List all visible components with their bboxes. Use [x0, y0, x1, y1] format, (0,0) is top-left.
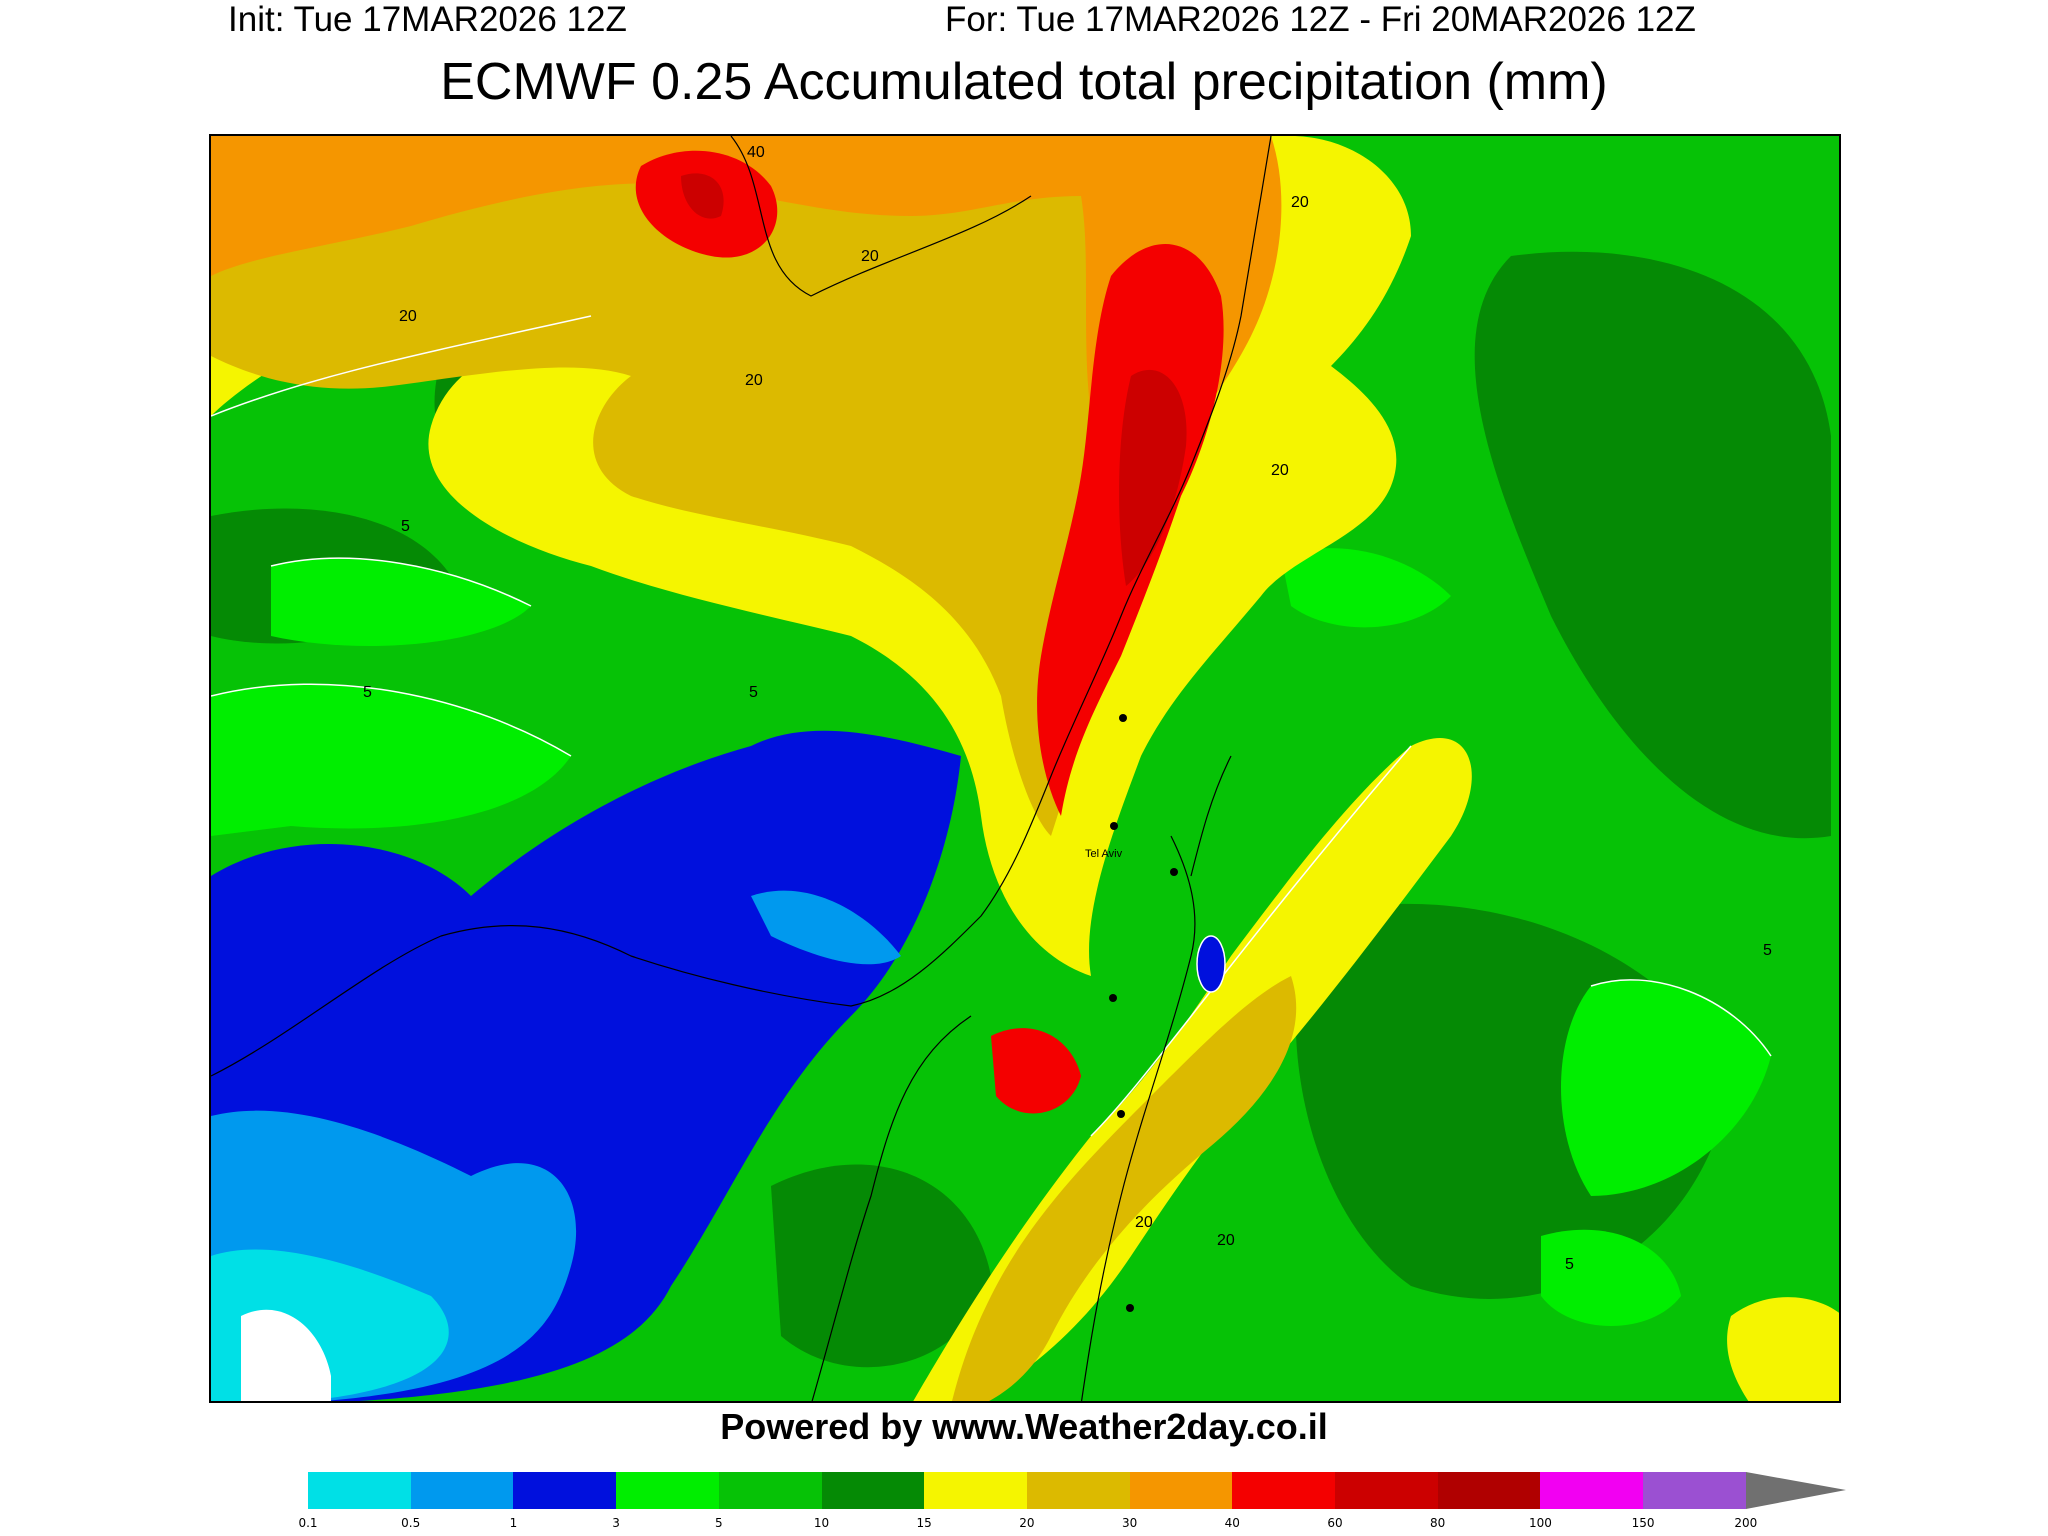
map-title: ECMWF 0.25 Accumulated total precipitati…: [440, 53, 1608, 111]
color-scale-swatch: [1540, 1472, 1644, 1509]
contour-label: 5: [1565, 1256, 1574, 1273]
color-scale-tick-label: 3: [612, 1516, 620, 1530]
color-scale-swatch: [821, 1472, 925, 1509]
contour-label: 20: [1291, 194, 1309, 211]
color-scale-tick-label: 40: [1224, 1516, 1240, 1530]
color-scale-tick-label: 30: [1121, 1516, 1138, 1530]
color-scale-swatch: [1437, 1472, 1541, 1509]
color-scale-tick-label: 10: [813, 1516, 830, 1530]
color-scale-tick-label: 1: [509, 1516, 518, 1530]
color-scale-swatch: [1129, 1472, 1233, 1509]
overflow-arrow: [1745, 1472, 1846, 1509]
color-scale-tick-label: 15: [916, 1516, 932, 1530]
color-scale-swatch: [513, 1472, 617, 1509]
color-scale-tick-label: 0.1: [298, 1516, 318, 1530]
contour-label: 20: [399, 308, 417, 325]
contour-label: 20: [1217, 1232, 1235, 1249]
color-scale-swatch: [410, 1472, 514, 1509]
contour-label: 20: [1135, 1214, 1153, 1231]
color-scale-swatch: [1232, 1472, 1336, 1509]
color-scale-tick-label: 200: [1734, 1516, 1758, 1530]
color-scale-swatch: [1335, 1472, 1439, 1509]
color-scale-swatch: [1026, 1472, 1131, 1509]
contour-label: 40: [747, 144, 765, 161]
color-scale-tick-label: 20: [1019, 1516, 1035, 1530]
color-scale-tick-label: 60: [1327, 1516, 1343, 1530]
credit-text: Powered by www.Weather2day.co.il: [720, 1406, 1328, 1447]
color-scale-swatch: [1643, 1472, 1747, 1509]
precipitation-field: [211, 136, 1839, 1401]
color-scale-swatch: [616, 1472, 720, 1509]
color-scale-swatch: [718, 1472, 822, 1509]
contour-label: 20: [1271, 462, 1289, 479]
color-scale-tick-label: 100: [1528, 1516, 1552, 1530]
color-scale-swatch: [924, 1472, 1028, 1509]
color-scale-swatch: [308, 1472, 412, 1509]
contour-label: 20: [745, 372, 763, 389]
color-scale-tick-label: 80: [1430, 1516, 1446, 1530]
init-time-label: Init: Tue 17MAR2026 12Z: [228, 0, 627, 39]
city-label-tel-aviv: Tel Aviv: [1085, 848, 1123, 860]
contour-label: 5: [401, 518, 410, 535]
color-scale-tick-label: 150: [1631, 1516, 1655, 1530]
contour-label: 5: [749, 684, 758, 701]
contour-label: 20: [861, 248, 879, 265]
color-scale-bar: 0.1 0.5 1 3 5 10 15 20 30 40 60 80 100 150 200: [298, 1472, 1848, 1532]
color-scale-tick-label: 0.5: [401, 1516, 421, 1530]
precipitation-map: 40 20 20 20 20 5 5 5 20 20 20 5 5 Tel Av…: [209, 134, 1841, 1403]
valid-period-label: For: Tue 17MAR2026 12Z - Fri 20MAR2026 1…: [945, 0, 1696, 39]
contour-label: 5: [363, 684, 372, 701]
color-scale-tick-label: 5: [714, 1516, 723, 1530]
contour-label: 5: [1763, 942, 1772, 959]
